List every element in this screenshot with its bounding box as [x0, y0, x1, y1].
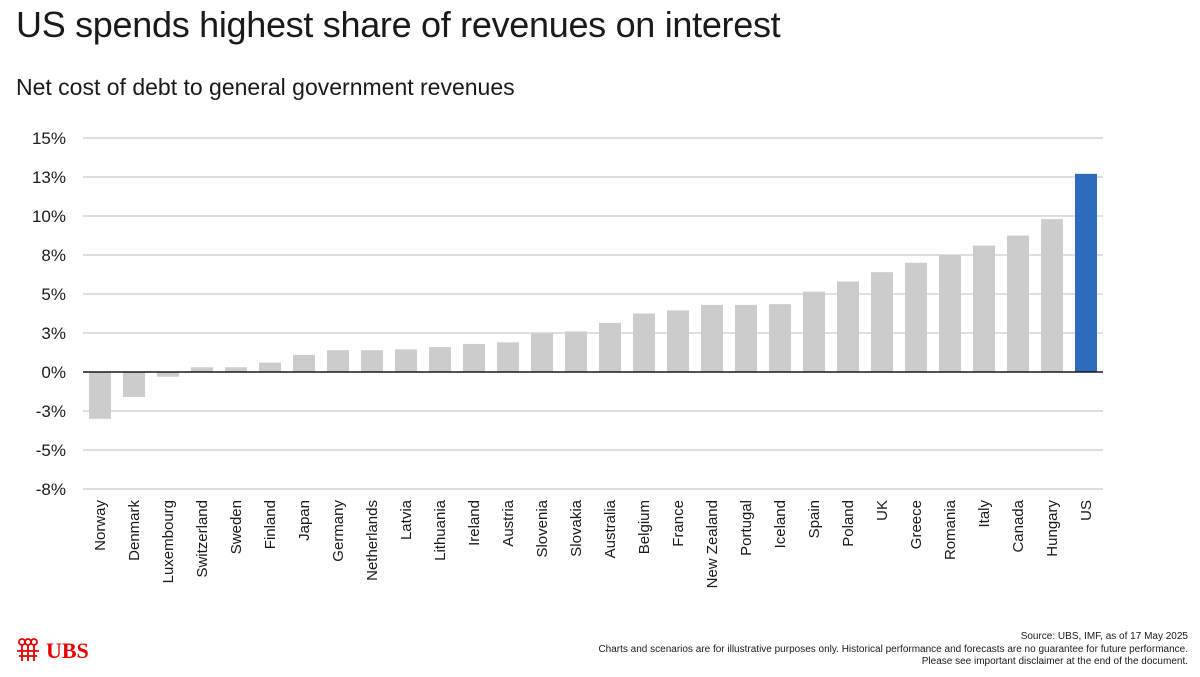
x-tick-label: Italy: [976, 500, 993, 528]
bar: [803, 291, 825, 372]
bar: [1007, 235, 1029, 372]
x-tick-label: Japan: [296, 500, 313, 541]
bar: [633, 313, 655, 372]
bar: [123, 372, 145, 397]
x-tick-label: US: [1078, 500, 1095, 521]
footer: Source: UBS, IMF, as of 17 May 2025 Char…: [598, 631, 1188, 669]
x-tick-label: Netherlands: [364, 500, 381, 581]
x-tick-label: Poland: [840, 500, 857, 547]
x-tick-label: Hungary: [1044, 500, 1061, 557]
x-tick-label: Spain: [806, 500, 823, 538]
y-tick-label: 5%: [41, 285, 66, 304]
x-tick-label: Australia: [602, 499, 619, 558]
x-tick-label: Romania: [942, 499, 959, 560]
x-tick-label: Latvia: [398, 499, 415, 540]
bar: [701, 304, 723, 372]
x-tick-label: Finland: [262, 500, 279, 549]
chart-title: US spends highest share of revenues on i…: [16, 4, 781, 45]
ubs-keys-icon: [17, 638, 39, 661]
y-tick-label: 8%: [41, 246, 66, 265]
bar: [905, 262, 927, 372]
bar: [939, 255, 961, 372]
y-tick-label: 0%: [41, 363, 66, 382]
y-tick-label: -3%: [36, 402, 66, 421]
chart-subtitle: Net cost of debt to general government r…: [16, 74, 515, 100]
x-tick-label: Switzerland: [194, 500, 211, 578]
bar: [497, 342, 519, 372]
bar-chart: 15% 13% 10% 8% 5% 3% 0% -3% -5% -8% Norway Denmark L…: [32, 129, 1103, 588]
x-tick-label: Canada: [1010, 499, 1027, 552]
x-tick-label: Iceland: [772, 500, 789, 548]
bar: [89, 372, 111, 419]
x-tick-label: Ireland: [466, 500, 483, 546]
bar: [735, 304, 757, 372]
y-tick-label: -5%: [36, 441, 66, 460]
source-note: Source: UBS, IMF, as of 17 May 2025: [1020, 631, 1188, 642]
ubs-logo: UBS: [14, 636, 89, 666]
x-tick-label: Lithuania: [432, 499, 449, 561]
x-tick-label: Slovenia: [534, 499, 551, 557]
bar: [599, 322, 621, 372]
bar: [191, 367, 213, 372]
y-tick-label: 3%: [41, 324, 66, 343]
x-tick-label: Luxembourg: [160, 500, 177, 583]
bar: [157, 372, 179, 377]
x-tick-label: Germany: [330, 500, 347, 562]
bar: [395, 349, 417, 372]
disclaimer-line-2: Please see important disclaimer at the e…: [921, 656, 1188, 667]
bar: [259, 362, 281, 372]
bar: [667, 310, 689, 372]
bar: [463, 343, 485, 372]
bar: [565, 331, 587, 372]
x-tick-label: Norway: [92, 500, 109, 551]
bar: [1041, 219, 1063, 372]
x-tick-label: Belgium: [636, 500, 653, 554]
bar: [973, 245, 995, 372]
bar: [769, 304, 791, 372]
x-tick-label: Sweden: [228, 500, 245, 554]
bar: [871, 272, 893, 372]
disclaimer-line-1: Charts and scenarios are for illustrativ…: [598, 643, 1188, 655]
bar: [837, 281, 859, 372]
x-tick-label: France: [670, 500, 687, 547]
y-tick-label: 15%: [32, 129, 66, 148]
y-tick-label: 10%: [32, 207, 66, 226]
bar: [531, 333, 553, 372]
bar: [225, 367, 247, 372]
x-tick-label: Greece: [908, 500, 925, 549]
x-tick-label: Portugal: [738, 500, 755, 556]
bar: [429, 347, 451, 372]
bar: [293, 354, 315, 372]
ubs-logo-text: UBS: [46, 638, 89, 663]
y-tick-label: -8%: [36, 480, 66, 499]
x-tick-label: New Zealand: [704, 500, 721, 588]
x-tick-label: Denmark: [126, 500, 143, 561]
x-tick-label: Slovakia: [568, 499, 585, 556]
bar: [361, 350, 383, 372]
bar: [1075, 173, 1097, 372]
y-tick-label: 13%: [32, 168, 66, 187]
x-tick-label: UK: [874, 500, 891, 521]
bar: [327, 350, 349, 372]
x-tick-label: Austria: [500, 499, 517, 546]
